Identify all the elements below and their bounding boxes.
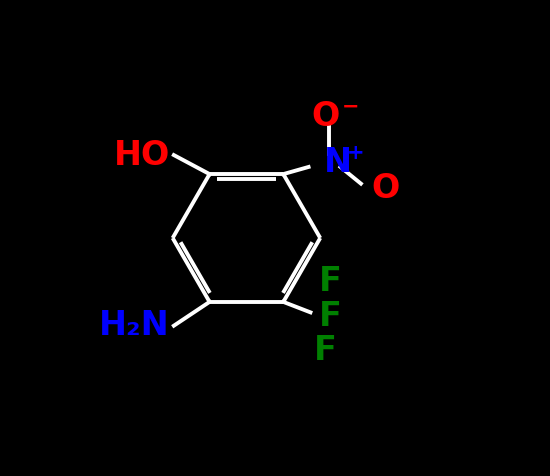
Text: +: +	[346, 143, 364, 163]
Text: F: F	[314, 334, 337, 367]
Text: O: O	[371, 172, 400, 205]
Text: F: F	[319, 266, 342, 298]
Text: H₂N: H₂N	[100, 309, 170, 342]
Text: −: −	[342, 97, 359, 117]
Text: F: F	[319, 300, 342, 333]
Text: O: O	[311, 100, 339, 133]
Text: HO: HO	[114, 139, 170, 171]
Text: N: N	[324, 146, 352, 178]
